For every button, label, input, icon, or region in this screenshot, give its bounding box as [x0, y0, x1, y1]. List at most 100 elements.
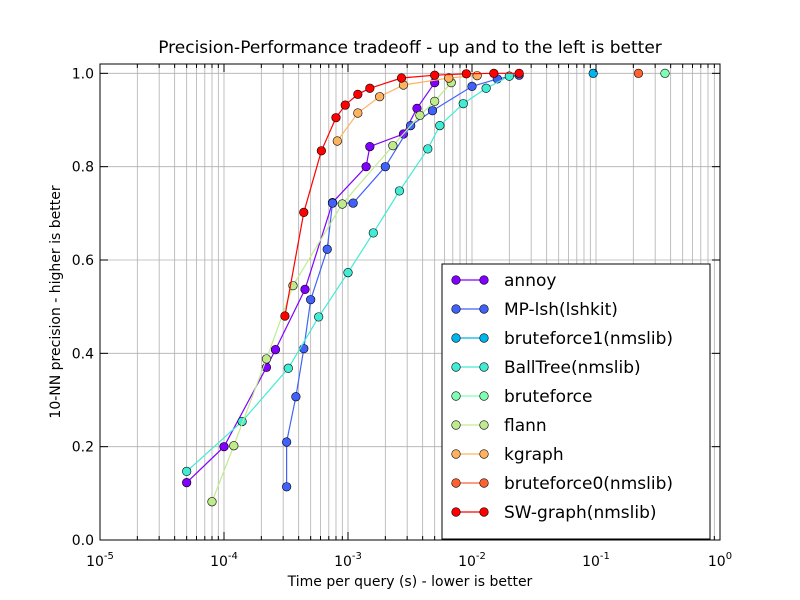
x-tick-label-exponent: 0: [726, 551, 732, 562]
y-tick-label: 1.0: [72, 66, 94, 82]
legend-marker: [451, 449, 461, 459]
data-point: [458, 99, 468, 109]
legend-marker: [451, 362, 461, 372]
data-point: [291, 392, 301, 402]
legend-item: bruteforce0(nmslib): [451, 474, 673, 494]
data-point: [435, 120, 445, 131]
x-tick-label: 10-3: [334, 551, 362, 570]
legend-marker: [451, 275, 461, 285]
data-point: [299, 344, 309, 354]
x-tick-label-base: 10: [86, 554, 104, 570]
data-point: [283, 363, 293, 373]
data-point: [368, 228, 378, 238]
y-tick-label: 0.6: [72, 253, 94, 269]
legend-item: BallTree(nmslib): [451, 358, 641, 378]
data-point: [388, 141, 398, 151]
data-point: [332, 136, 342, 146]
data-point: [365, 83, 375, 93]
legend-label: bruteforce1(nmslib): [504, 329, 673, 349]
data-point: [375, 92, 385, 102]
x-tick-label: 10-4: [210, 551, 238, 570]
legend-marker: [479, 420, 489, 430]
data-point: [489, 68, 499, 78]
x-tick-label-exponent: -5: [104, 551, 114, 562]
data-point: [633, 68, 644, 78]
legend-marker: [479, 333, 489, 343]
data-point: [353, 108, 363, 118]
data-point: [415, 110, 425, 120]
legend-label: flann: [504, 416, 547, 436]
legend-item: SW-graph(nmslib): [451, 503, 657, 523]
legend-item: flann: [451, 416, 547, 436]
x-tick-label-exponent: -1: [600, 551, 610, 562]
data-point: [207, 497, 217, 507]
data-point: [444, 73, 454, 83]
legend-marker: [479, 391, 489, 401]
data-point: [229, 441, 239, 451]
legend-label: bruteforce: [504, 387, 593, 407]
y-axis-label: 10-NN precision - higher is better: [48, 185, 64, 418]
x-tick-label: 100: [708, 551, 732, 570]
legend-marker: [479, 478, 489, 488]
x-tick-label: 10-1: [582, 551, 610, 570]
legend-marker: [451, 507, 461, 517]
x-tick-label-exponent: -4: [228, 551, 238, 562]
data-point: [299, 207, 309, 217]
data-point: [504, 71, 514, 81]
data-point: [430, 70, 440, 80]
series-bruteforce0(nmslib): [633, 68, 644, 78]
data-point: [343, 268, 353, 278]
data-point: [261, 354, 272, 364]
x-tick-label-base: 10: [708, 554, 726, 570]
legend-marker: [451, 333, 461, 343]
data-point: [461, 69, 471, 79]
data-point: [219, 442, 229, 452]
x-tick-label-base: 10: [458, 554, 476, 570]
data-point: [361, 162, 371, 172]
series-BallTree(nmslib): [182, 71, 514, 477]
data-point: [331, 113, 341, 123]
legend-marker: [451, 304, 461, 314]
data-point: [322, 244, 332, 254]
legend-item: bruteforce1(nmslib): [451, 329, 673, 349]
data-point: [472, 71, 482, 81]
x-tick-label-base: 10: [582, 554, 600, 570]
x-tick-label-base: 10: [210, 554, 228, 570]
y-tick-label: 0.4: [72, 346, 94, 362]
legend: annoy MP-lsh(lshkit) bruteforce1(nmslib) Ba…: [441, 263, 711, 540]
legend-label: annoy: [504, 271, 556, 291]
data-point: [481, 83, 491, 93]
y-tick-labels: 0.0 0.2 0.4 0.6 0.8 1.0: [72, 66, 94, 549]
data-point: [380, 162, 390, 172]
y-tick-label: 0.2: [72, 440, 94, 456]
data-point: [340, 100, 350, 110]
y-tick-label: 0.0: [72, 533, 94, 549]
legend-marker: [479, 362, 489, 372]
x-axis-label: Time per query (s) - lower is better: [287, 574, 533, 590]
data-point: [316, 146, 326, 156]
legend-item: MP-lsh(lshkit): [451, 300, 618, 320]
x-tick-label: 10-5: [86, 551, 114, 570]
y-tick-label: 0.8: [72, 160, 94, 176]
data-point: [365, 142, 375, 152]
data-point: [282, 437, 292, 447]
data-point: [182, 478, 192, 488]
x-tick-label-exponent: -3: [352, 551, 362, 562]
data-point: [337, 199, 347, 209]
series-kgraph: [332, 71, 482, 146]
legend-marker: [479, 275, 489, 285]
data-point: [430, 96, 440, 106]
series-SW-graph(nmslib): [280, 68, 524, 321]
data-point: [427, 106, 438, 116]
data-point: [353, 89, 363, 99]
data-point: [327, 198, 338, 208]
data-point: [660, 68, 670, 78]
series-line: [336, 75, 478, 142]
data-point: [314, 312, 324, 322]
data-point: [396, 73, 407, 83]
series-bruteforce: [660, 68, 670, 78]
legend-marker: [479, 304, 489, 314]
data-point: [300, 284, 310, 295]
data-point: [588, 68, 598, 78]
